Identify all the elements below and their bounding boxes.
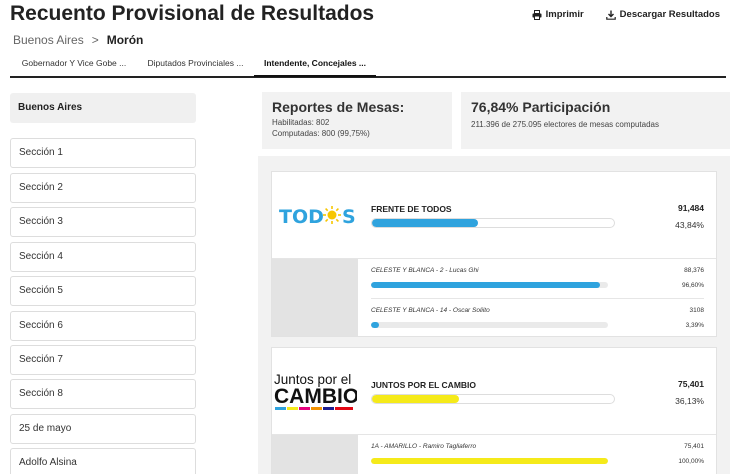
lists-placeholder xyxy=(272,259,358,336)
party-summary: Juntos por el CAMBIO JUNTOS POR EL CAMBI… xyxy=(272,348,716,434)
list-votes: 75,401 xyxy=(684,443,704,450)
category-tabs: Gobernador Y Vice Gobe ... Diputados Pro… xyxy=(10,51,726,78)
party-progress-fill xyxy=(372,219,478,227)
mesas-title: Reportes de Mesas: xyxy=(272,99,442,115)
breadcrumb-separator: > xyxy=(92,33,99,47)
list-percentage: 96,60% xyxy=(682,282,704,289)
results-panel: TOD S FRENTE DE TODOS 91,484 xyxy=(258,156,730,474)
sidebar-item-seccion-3[interactable]: Sección 3 xyxy=(10,207,196,237)
party-lists: CELESTE Y BLANCA - 2 - Lucas Ghi 88,376 … xyxy=(272,258,716,336)
list-progress-bar xyxy=(371,322,608,328)
list-percentage: 100,00% xyxy=(678,458,704,465)
mesas-report-box: Reportes de Mesas: Habilitadas: 802 Comp… xyxy=(262,92,452,149)
party-progress-bar xyxy=(371,394,615,404)
party-votes: 91,484 xyxy=(678,203,704,213)
breadcrumb: Buenos Aires > Morón xyxy=(13,33,143,47)
sidebar-item-seccion-1[interactable]: Sección 1 xyxy=(10,138,196,168)
list-row: CELESTE Y BLANCA - 14 - Oscar Soliito 31… xyxy=(371,298,704,336)
party-votes: 75,401 xyxy=(678,379,704,389)
participation-detail: 211.396 de 275.095 electores de mesas co… xyxy=(471,120,720,129)
sidebar-item-seccion-5[interactable]: Sección 5 xyxy=(10,276,196,306)
page-title: Recuento Provisional de Resultados xyxy=(10,2,374,26)
party-percentage: 43,84% xyxy=(675,220,704,230)
list-votes: 88,376 xyxy=(684,267,704,274)
party-card: Juntos por el CAMBIO JUNTOS POR EL CAMBI… xyxy=(271,347,717,474)
list-percentage: 3,39% xyxy=(686,322,704,329)
sidebar-item-adolfo-alsina[interactable]: Adolfo Alsina xyxy=(10,448,196,474)
party-percentage: 36,13% xyxy=(675,396,704,406)
print-button[interactable]: Imprimir xyxy=(532,9,584,20)
lists-placeholder xyxy=(272,435,358,474)
participation-box: 76,84% Participación 211.396 de 275.095 … xyxy=(461,92,730,149)
party-name: JUNTOS POR EL CAMBIO xyxy=(371,380,476,390)
sidebar-item-seccion-2[interactable]: Sección 2 xyxy=(10,173,196,203)
list-row: 1A - AMARILLO - Ramiro Tagliaferro 75,40… xyxy=(371,435,704,473)
party-card: TOD S FRENTE DE TODOS 91,484 xyxy=(271,171,717,337)
sidebar-item-seccion-6[interactable]: Sección 6 xyxy=(10,311,196,341)
breadcrumb-current: Morón xyxy=(107,33,144,47)
party-lists: 1A - AMARILLO - Ramiro Tagliaferro 75,40… xyxy=(272,434,716,474)
list-progress-fill xyxy=(371,322,379,328)
mesas-computadas: Computadas: 800 (99,75%) xyxy=(272,129,442,138)
region-sidebar: Buenos Aires Sección 1 Sección 2 Sección… xyxy=(10,93,196,123)
list-progress-fill xyxy=(371,282,600,288)
party-progress-fill xyxy=(372,395,459,403)
svg-text:TOD: TOD xyxy=(279,206,324,227)
tab-diputados[interactable]: Diputados Provinciales ... xyxy=(138,51,253,76)
list-progress-fill xyxy=(371,458,608,464)
svg-text:CAMBIO: CAMBIO xyxy=(274,385,357,408)
list-name: CELESTE Y BLANCA - 2 - Lucas Ghi xyxy=(371,267,479,274)
printer-icon xyxy=(532,10,542,20)
list-votes: 3108 xyxy=(690,307,704,314)
sidebar-heading[interactable]: Buenos Aires xyxy=(10,93,196,123)
party-progress-bar xyxy=(371,218,615,228)
party-summary: TOD S FRENTE DE TODOS 91,484 xyxy=(272,172,716,258)
list-progress-bar xyxy=(371,458,608,464)
download-label: Descargar Resultados xyxy=(620,9,720,20)
list-row: CELESTE Y BLANCA - 2 - Lucas Ghi 88,376 … xyxy=(371,259,704,297)
list-name: 1A - AMARILLO - Ramiro Tagliaferro xyxy=(371,443,476,450)
download-icon xyxy=(606,10,616,20)
mesas-habilitadas: Habilitadas: 802 xyxy=(272,118,442,127)
list-name: CELESTE Y BLANCA - 14 - Oscar Soliito xyxy=(371,307,490,314)
svg-text:S: S xyxy=(342,206,355,227)
participation-title: 76,84% Participación xyxy=(471,99,720,115)
download-results-button[interactable]: Descargar Resultados xyxy=(606,9,720,20)
header-actions: Imprimir Descargar Resultados xyxy=(532,9,720,20)
sidebar-item-25-de-mayo[interactable]: 25 de mayo xyxy=(10,414,196,444)
tab-gobernador[interactable]: Gobernador Y Vice Gobe ... xyxy=(10,51,138,76)
sidebar-item-seccion-4[interactable]: Sección 4 xyxy=(10,242,196,272)
frente-de-todos-logo: TOD S xyxy=(272,172,358,258)
sidebar-item-seccion-8[interactable]: Sección 8 xyxy=(10,379,196,409)
print-label: Imprimir xyxy=(546,9,584,20)
list-progress-bar xyxy=(371,282,608,288)
juntos-por-el-cambio-logo: Juntos por el CAMBIO xyxy=(272,348,358,434)
party-name: FRENTE DE TODOS xyxy=(371,204,452,214)
tab-intendente[interactable]: Intendente, Concejales ... xyxy=(254,51,376,76)
sidebar-item-seccion-7[interactable]: Sección 7 xyxy=(10,345,196,375)
breadcrumb-root[interactable]: Buenos Aires xyxy=(13,33,84,47)
